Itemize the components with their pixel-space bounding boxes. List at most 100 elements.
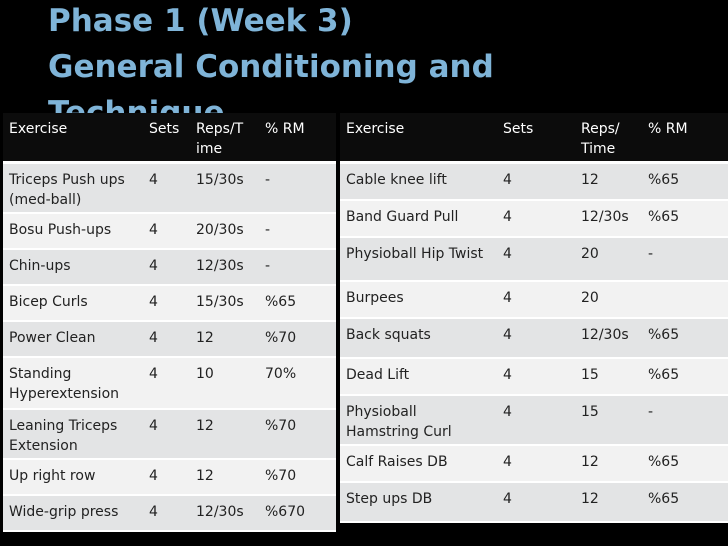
sets-cell: 4 [497,280,575,318]
sets-cell: 4 [143,285,190,321]
reps-time-cell: 15/30s [190,285,259,321]
slide-title: Phase 1 (Week 3) General Conditioning an… [48,0,494,136]
exercise-cell: Chin-ups [3,249,143,285]
exercise-cell: Bicep Curls [3,285,143,321]
table-row: Chin-ups 4 12/30s - [3,249,336,285]
reps-time-cell: 12 [190,459,259,495]
exercise-cell: Wide-grip press [3,495,143,531]
sets-cell: 4 [143,409,190,459]
sets-cell: 4 [497,236,575,281]
right-table-body: Cable knee lift 4 12 %65 Band Guard Pull 4 12/… [340,162,728,522]
sets-cell: 4 [497,394,575,445]
reps-time-cell: 12 [190,409,259,459]
exercise-cell: Step ups DB [340,481,497,522]
table-row: Calf Raises DB 4 12 %65 [340,444,728,482]
exercise-cell: Triceps Push ups (med-ball) [3,162,143,213]
percent-rm-cell: %70 [259,321,336,357]
exercise-cell: Back squats [340,317,497,358]
reps-time-cell: 12/30s [190,249,259,285]
header-exercise: Exercise [340,113,497,164]
sets-cell: 4 [143,357,190,409]
percent-rm-cell: - [642,394,728,445]
sets-cell: 4 [497,481,575,522]
left-table-body: Triceps Push ups (med-ball) 4 15/30s - Bosu … [3,162,336,531]
percent-rm-cell: 70% [259,357,336,409]
table-row: Leaning Triceps Extension 4 12 %70 [3,409,336,459]
title-line-1: Phase 1 (Week 3) [48,3,353,39]
percent-rm-cell: - [259,213,336,249]
table-row: Back squats 4 12/30s %65 [340,317,728,358]
exercise-cell: Bosu Push-ups [3,213,143,249]
percent-rm-cell: %70 [259,409,336,459]
exercise-cell: Leaning Triceps Extension [3,409,143,459]
reps-time-cell: 15 [575,357,642,395]
reps-time-cell: 10 [190,357,259,409]
reps-time-cell: 12 [575,162,642,200]
exercise-cell: Up right row [3,459,143,495]
table-row: Standing Hyperextension 4 10 70% [3,357,336,409]
reps-time-cell: 12/30s [575,317,642,358]
sets-cell: 4 [143,459,190,495]
header-sets: Sets [143,113,190,164]
table-row: Dead Lift 4 15 %65 [340,357,728,395]
sets-cell: 4 [497,199,575,237]
percent-rm-cell: %70 [259,459,336,495]
percent-rm-cell: %65 [642,162,728,200]
percent-rm-cell: %65 [642,317,728,358]
header-percent-rm: % RM [259,113,336,164]
exercise-cell: Dead Lift [340,357,497,395]
reps-time-cell: 15 [575,394,642,445]
percent-rm-cell: %65 [259,285,336,321]
exercise-cell: Calf Raises DB [340,444,497,482]
table-row: Up right row 4 12 %70 [3,459,336,495]
percent-rm-cell: %670 [259,495,336,531]
table-row: Triceps Push ups (med-ball) 4 15/30s - [3,162,336,213]
header-reps-time: Reps/ Time [575,113,642,164]
table-row: Band Guard Pull 4 12/30s %65 [340,199,728,237]
exercise-cell: Physioball Hamstring Curl [340,394,497,445]
table-row: Step ups DB 4 12 %65 [340,481,728,522]
right-table-header-row: Exercise Sets Reps/ Time % RM [340,113,728,164]
percent-rm-cell: %65 [642,199,728,237]
table-row: Cable knee lift 4 12 %65 [340,162,728,200]
table-row: Power Clean 4 12 %70 [3,321,336,357]
title-line-2: General Conditioning and [48,49,494,85]
exercise-cell: Power Clean [3,321,143,357]
sets-cell: 4 [497,162,575,200]
reps-time-cell: 15/30s [190,162,259,213]
exercise-cell: Burpees [340,280,497,318]
percent-rm-cell [642,280,728,318]
left-exercise-table: Exercise Sets Reps/T ime % RM Triceps Pu… [3,113,336,532]
percent-rm-cell: - [259,162,336,213]
left-table-header-row: Exercise Sets Reps/T ime % RM [3,113,336,164]
reps-time-cell: 20/30s [190,213,259,249]
sets-cell: 4 [143,495,190,531]
reps-time-cell: 20 [575,280,642,318]
percent-rm-cell: %65 [642,357,728,395]
exercise-cell: Standing Hyperextension [3,357,143,409]
percent-rm-cell: - [642,236,728,281]
reps-time-cell: 20 [575,236,642,281]
sets-cell: 4 [143,162,190,213]
header-reps-time: Reps/T ime [190,113,259,164]
reps-time-cell: 12 [575,444,642,482]
sets-cell: 4 [143,249,190,285]
sets-cell: 4 [497,357,575,395]
reps-time-cell: 12 [190,321,259,357]
exercise-cell: Band Guard Pull [340,199,497,237]
percent-rm-cell: %65 [642,481,728,522]
table-row: Burpees 4 20 [340,280,728,318]
sets-cell: 4 [497,317,575,358]
table-row: Wide-grip press 4 12/30s %670 [3,495,336,531]
table-row: Physioball Hip Twist 4 20- [340,236,728,281]
reps-time-cell: 12/30s [575,199,642,237]
table-row: Bicep Curls 4 15/30s %65 [3,285,336,321]
right-exercise-table: Exercise Sets Reps/ Time % RM Cable knee… [340,113,728,523]
exercise-cell: Cable knee lift [340,162,497,200]
sets-cell: 4 [143,213,190,249]
header-exercise: Exercise [3,113,143,164]
reps-time-cell: 12 [575,481,642,522]
header-sets: Sets [497,113,575,164]
percent-rm-cell: %65 [642,444,728,482]
table-row: Physioball Hamstring Curl 4 15- [340,394,728,445]
